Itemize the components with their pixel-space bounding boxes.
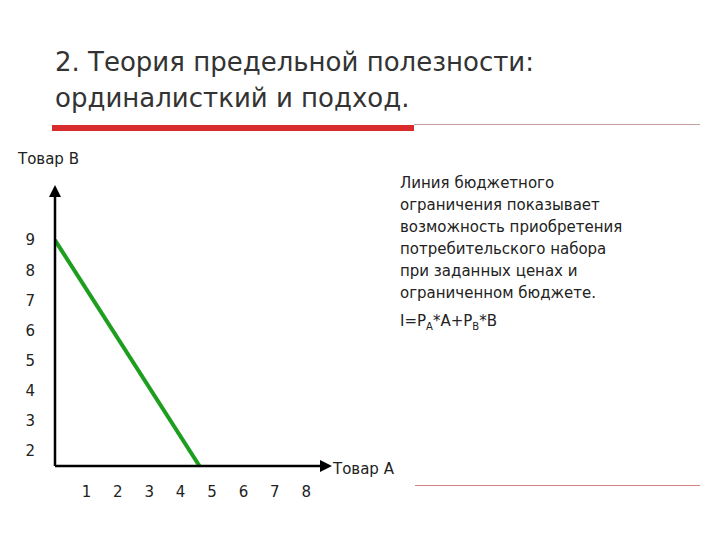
svg-text:5: 5 xyxy=(207,483,217,501)
svg-text:7: 7 xyxy=(25,292,35,310)
svg-text:5: 5 xyxy=(25,352,35,370)
svg-text:2: 2 xyxy=(25,442,35,460)
svg-text:6: 6 xyxy=(239,483,249,501)
html-text:Товар В: Товар В xyxy=(18,150,79,168)
svg-text:8: 8 xyxy=(302,483,312,501)
svg-text:3: 3 xyxy=(144,483,154,501)
svg-text:8: 8 xyxy=(25,262,35,280)
svg-text:3: 3 xyxy=(25,412,35,430)
svg-text:1: 1 xyxy=(82,483,92,501)
svg-text:4: 4 xyxy=(176,483,186,501)
svg-text:2: 2 xyxy=(113,483,123,501)
html-text:I=PA*A+PB*B: I=PA*A+PB*B xyxy=(400,312,497,332)
svg-text:9: 9 xyxy=(25,231,35,249)
html-text:Линия бюджетного ограничения п: Линия бюджетного ограничения показывает … xyxy=(400,174,623,302)
html-text:2. Теория предельной полезност: 2. Теория предельной полезности: ординал… xyxy=(55,47,534,113)
svg-text:7: 7 xyxy=(270,483,280,501)
svg-text:6: 6 xyxy=(25,322,35,340)
svg-text:4: 4 xyxy=(25,382,35,400)
html-text:Товар А: Товар А xyxy=(333,460,394,478)
